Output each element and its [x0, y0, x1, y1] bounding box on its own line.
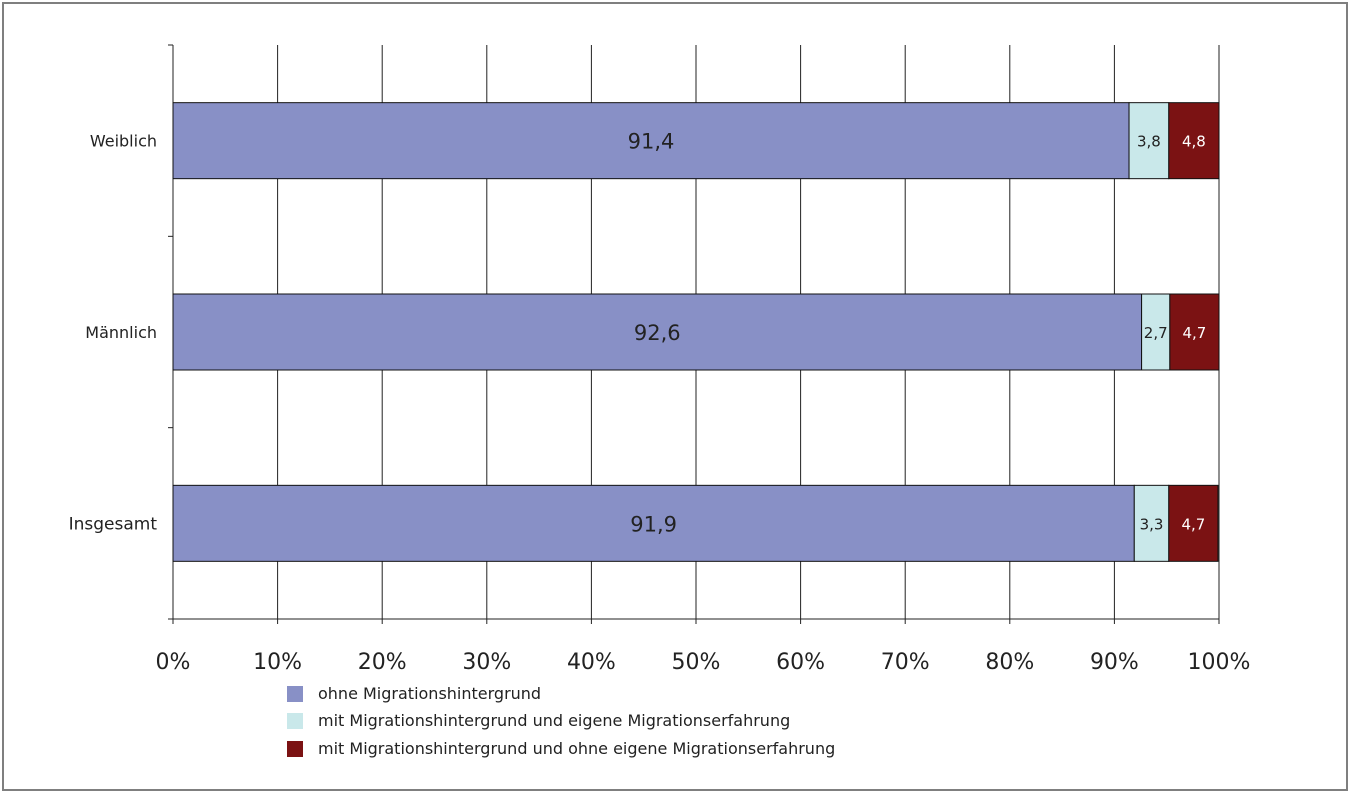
data-label-insgesamt-series-1: 3,3: [1140, 515, 1164, 533]
bar-weiblich-series-1: [1128, 102, 1170, 180]
bar-maennlich-series-0: [172, 293, 1143, 371]
data-label-weiblich-series-2: 4,8: [1182, 133, 1206, 151]
data-label-maennlich-series-0: 92,6: [634, 321, 681, 345]
x-tick-label-8: 80%: [985, 650, 1034, 675]
data-label-maennlich-series-1: 2,7: [1144, 324, 1168, 342]
legend-swatch-ohne-eigene: [287, 741, 303, 757]
bar-weiblich-series-2: [1168, 102, 1220, 180]
x-tick-label-7: 70%: [881, 650, 930, 675]
x-tick-label-3: 30%: [462, 650, 511, 675]
data-label-insgesamt-series-2: 4,7: [1181, 515, 1205, 533]
category-label-insgesamt: Insgesamt: [69, 514, 158, 534]
legend-swatch-eigene: [287, 713, 303, 729]
x-tick-label-4: 40%: [567, 650, 616, 675]
x-tick-label-9: 90%: [1090, 650, 1139, 675]
data-label-weiblich-series-0: 91,4: [628, 130, 675, 154]
bar-insgesamt-series-0: [172, 484, 1135, 562]
data-label-weiblich-series-1: 3,8: [1137, 133, 1161, 151]
legend-swatch-ohne: [287, 686, 303, 702]
x-tick-label-2: 20%: [358, 650, 407, 675]
category-label-weiblich: Weiblich: [90, 132, 157, 151]
bar-insgesamt-series-2: [1168, 484, 1219, 562]
legend-label-ohne: ohne Migrationshintergrund: [318, 684, 542, 703]
data-label-maennlich-series-2: 4,7: [1182, 324, 1206, 342]
data-label-insgesamt-series-0: 91,9: [630, 512, 677, 536]
x-tick-label-10: 100%: [1188, 650, 1251, 675]
bar-maennlich-series-1: [1141, 293, 1171, 371]
legend-label-eigene: mit Migrationshintergrund und eigene Mig…: [318, 711, 791, 730]
legend-label-ohne-eigene: mit Migrationshintergrund und ohne eigen…: [318, 739, 836, 758]
category-label-maennlich: Männlich: [85, 323, 157, 342]
x-tick-label-1: 10%: [253, 650, 302, 675]
bar-maennlich-series-2: [1169, 293, 1220, 371]
x-tick-label-0: 0%: [156, 650, 191, 675]
x-tick-label-5: 50%: [672, 650, 721, 675]
x-tick-label-6: 60%: [776, 650, 825, 675]
bar-weiblich-series-0: [172, 102, 1130, 180]
